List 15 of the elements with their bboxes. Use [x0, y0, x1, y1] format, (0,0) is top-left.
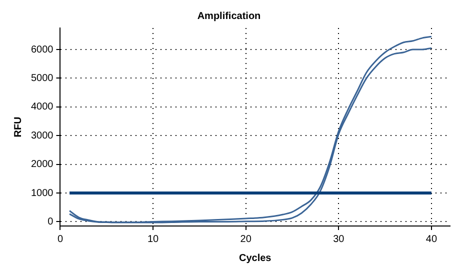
x-tick-label: 10 [147, 234, 160, 245]
x-tick-label: 30 [333, 234, 345, 245]
y-tick-label: 3000 [30, 130, 54, 142]
x-tick-label: 20 [240, 234, 252, 245]
y-axis-title: RFU [12, 116, 24, 138]
y-tick-label: 6000 [30, 44, 54, 56]
y-tick-label: 2000 [30, 159, 54, 170]
y-tick-label: 1000 [30, 188, 54, 199]
chart-title: Amplification [197, 10, 261, 22]
y-tick-label: 4000 [30, 102, 54, 113]
y-tick-label: 0 [48, 216, 54, 228]
x-tick-label: 40 [426, 234, 438, 245]
x-axis-title: Cycles [239, 252, 272, 264]
y-tick-label: 5000 [30, 72, 54, 84]
x-tick-label: 0 [57, 234, 64, 245]
